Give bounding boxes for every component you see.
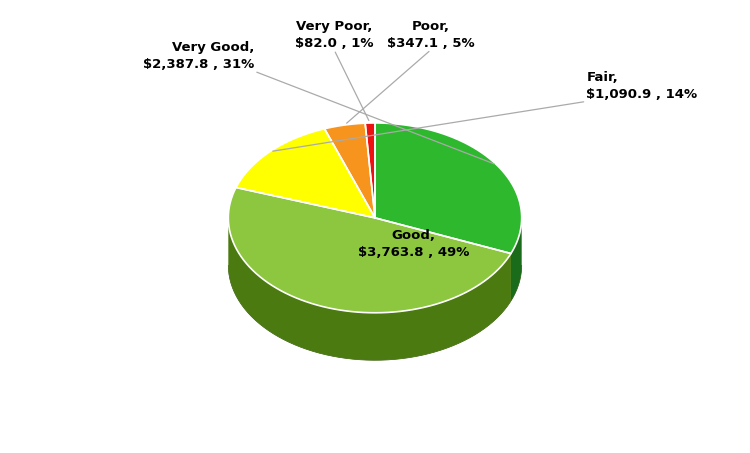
Polygon shape [228,188,511,313]
Polygon shape [228,218,511,360]
Polygon shape [511,218,522,301]
Polygon shape [375,123,522,254]
Text: Poor,
$347.1 , 5%: Poor, $347.1 , 5% [387,19,475,50]
Text: Fair,
$1,090.9 , 14%: Fair, $1,090.9 , 14% [586,72,698,101]
Polygon shape [325,123,375,218]
Text: Good,
$3,763.8 , 49%: Good, $3,763.8 , 49% [358,229,470,259]
Text: Very Poor,
$82.0 , 1%: Very Poor, $82.0 , 1% [295,19,374,50]
Polygon shape [365,123,375,218]
Text: Very Good,
$2,387.8 , 31%: Very Good, $2,387.8 , 31% [143,41,254,71]
Polygon shape [236,129,375,218]
